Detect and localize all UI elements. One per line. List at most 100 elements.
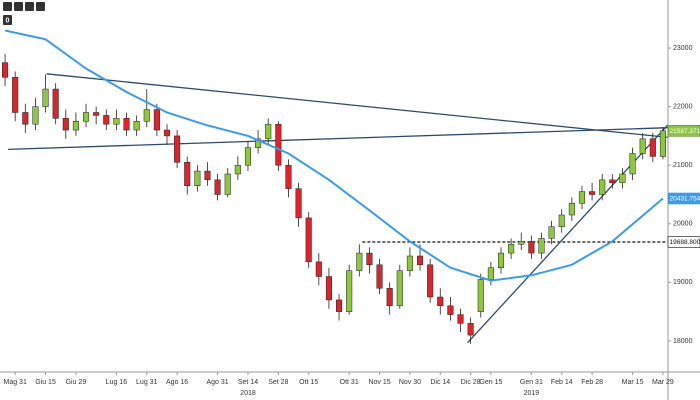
y-tick-label: 23000	[673, 45, 693, 52]
tool-icon[interactable]	[14, 2, 23, 11]
x-tick-label: Mar 15	[622, 379, 644, 386]
candle-body	[599, 179, 606, 195]
x-tick-label: Giu 29	[66, 379, 87, 386]
tool-icon[interactable]	[36, 2, 45, 11]
candle-body	[589, 191, 596, 195]
x-tick-label: Dic 28	[461, 379, 481, 386]
badge[interactable]	[3, 15, 12, 25]
year-label: 2019	[524, 390, 540, 397]
x-tick-label: Mag 31	[4, 379, 27, 386]
candle-body	[447, 305, 454, 315]
candle-body	[619, 173, 626, 184]
candle-body	[113, 118, 120, 125]
candle-body	[275, 123, 282, 166]
candle-body	[325, 276, 332, 301]
x-tick-label: Ago 16	[166, 379, 188, 386]
x-tick-label: Giu 15	[35, 379, 56, 386]
level-label: 19688.8008	[670, 239, 700, 246]
x-tick-label: Gen 15	[479, 379, 502, 386]
candle-body	[629, 153, 636, 175]
candle-body	[103, 115, 110, 125]
candle-body	[194, 170, 201, 186]
candle-body	[22, 112, 29, 125]
moving-average	[4, 29, 664, 282]
x-tick-label: Nov 15	[368, 379, 390, 386]
y-tick-label: 19000	[673, 279, 693, 286]
last-price-box	[667, 124, 700, 137]
candle-body	[487, 267, 494, 280]
candle-body	[477, 279, 484, 312]
candle-body	[174, 135, 181, 163]
candle-body	[62, 118, 69, 131]
tool-icon[interactable]	[25, 2, 34, 11]
candle-body	[133, 121, 140, 131]
candle-body	[234, 164, 241, 175]
candle-body	[528, 241, 535, 254]
candle-body	[52, 88, 59, 119]
candle-body	[548, 226, 555, 239]
candle-body	[356, 252, 363, 271]
candle-body	[143, 109, 150, 122]
y-tick-label: 21000	[673, 162, 693, 169]
candle-body	[406, 255, 413, 271]
candle-body	[366, 252, 373, 266]
candle-body	[42, 88, 49, 107]
candle-body	[224, 173, 231, 195]
candle-body	[244, 147, 252, 166]
candle-body	[558, 214, 565, 227]
candle-body	[184, 162, 191, 186]
level-box	[667, 236, 700, 248]
x-tick-label: Nov 30	[399, 379, 421, 386]
candle-body	[123, 118, 130, 131]
candle-body	[265, 123, 272, 140]
x-tick-label: Feb 28	[581, 379, 603, 386]
x-tick-label: Set 28	[268, 379, 288, 386]
candle-body	[163, 129, 171, 137]
candle-body	[12, 77, 19, 113]
candle-body	[639, 138, 646, 154]
trendline	[8, 127, 669, 151]
candle-body	[497, 252, 505, 268]
candle-body	[255, 138, 262, 148]
last-price-label: 21587.3713	[670, 128, 700, 135]
x-tick-label: Feb 14	[551, 379, 573, 386]
trendline	[46, 73, 669, 139]
candle-body	[508, 244, 515, 254]
year-label: 2018	[240, 390, 256, 397]
candle-body	[153, 109, 160, 131]
candle-body	[295, 188, 302, 219]
candle-body	[285, 164, 292, 189]
candle-body	[649, 138, 656, 157]
candle-body	[305, 217, 312, 263]
x-tick-label: Mar 29	[652, 379, 674, 386]
candle-body	[467, 323, 474, 336]
x-tick-label: Dic 14	[430, 379, 450, 386]
candle-body	[315, 261, 322, 277]
plot-area	[2, 29, 669, 344]
toolbar: 0	[3, 2, 45, 25]
candle-body	[416, 255, 424, 266]
ma-box	[667, 192, 700, 205]
tool-icon[interactable]	[3, 2, 12, 11]
y-tick-label: 18000	[673, 338, 693, 345]
candle-body	[72, 121, 79, 131]
x-tick-label: Lug 31	[136, 379, 158, 386]
x-tick-label: Ago 31	[207, 379, 229, 386]
candle-body	[93, 112, 100, 116]
candle-body	[518, 241, 525, 245]
badge-text: 0	[6, 17, 10, 24]
candle-body	[457, 314, 464, 324]
candle-body	[32, 106, 39, 125]
y-tick-label: 22000	[673, 103, 693, 110]
candle-body	[204, 170, 211, 181]
ma-label: 20431.7544	[670, 196, 700, 203]
candle-body	[396, 270, 403, 307]
candle-body	[427, 264, 434, 298]
candle-body	[82, 112, 90, 122]
x-tick-label: Ott 31	[340, 379, 359, 386]
candle-body	[376, 264, 383, 289]
candle-body	[336, 299, 343, 312]
